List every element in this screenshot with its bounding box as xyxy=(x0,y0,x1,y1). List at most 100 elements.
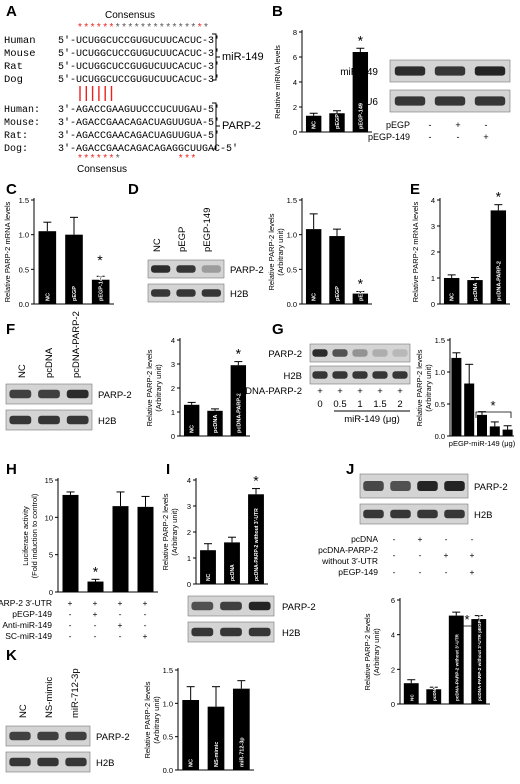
consensus-star: * xyxy=(103,22,107,33)
blot-band xyxy=(9,415,32,425)
significance-bracket xyxy=(475,411,512,418)
y-tick-label: 1 xyxy=(431,274,435,283)
panel-j: J PARP-2 H2B pcDNA - + - - pcDNA-PARP-2 - - + + witho… xyxy=(318,461,508,632)
blot-band xyxy=(220,627,242,637)
y-tick-label: 2 xyxy=(293,103,297,112)
condition-name: PARP-2 3′-UTR xyxy=(0,598,52,608)
consensus-star: * xyxy=(91,22,95,33)
consensus-star: * xyxy=(141,22,145,33)
blot-band xyxy=(151,289,171,297)
consensus-star: * xyxy=(110,22,114,33)
y-tick-label: 1.5 xyxy=(163,666,173,675)
condition-mark: - xyxy=(144,620,147,630)
condition-name: SC-miR-149 xyxy=(5,631,52,641)
bar xyxy=(329,236,345,304)
blot-label: PARP-2 xyxy=(98,390,132,401)
panel-j-chart: 0 2 4 6 Relative PARP-2 levels (Arbitrary uni… xyxy=(363,596,490,709)
y-tick-label: 3 xyxy=(187,502,191,511)
y-axis-label: Relative PARP-2 levels xyxy=(161,493,170,570)
condition-mark: + xyxy=(357,386,363,397)
blot-label: H2B xyxy=(284,371,302,382)
condition-name: pcDNA xyxy=(351,534,378,544)
blot-band xyxy=(201,265,221,273)
blot-band xyxy=(474,96,506,106)
condition-name: pEGP-149 xyxy=(338,567,378,577)
blot-label: PARP-2 xyxy=(282,602,316,613)
condition-mark: + xyxy=(118,620,123,630)
condition-mark: + xyxy=(397,386,403,397)
condition-name: pcDNA-PARP-2 xyxy=(235,386,302,397)
condition-mark: - xyxy=(69,631,72,641)
y-axis-label: Relative PARP-2 levels xyxy=(143,681,152,758)
x-axis-label: pEGP-miR-149 (μg) xyxy=(449,439,516,448)
condition-mark: + xyxy=(483,132,488,142)
panel-letter: I xyxy=(166,461,170,478)
blot-band xyxy=(392,349,408,357)
consensus-star: * xyxy=(191,153,195,164)
consensus-star: * xyxy=(154,22,158,33)
y-tick-label: 1.0 xyxy=(435,368,445,377)
bar xyxy=(502,429,513,436)
consensus-star: * xyxy=(166,22,170,33)
blot-band xyxy=(394,96,426,106)
blot-band xyxy=(444,480,465,492)
blot-label: PARP-2 xyxy=(268,349,302,360)
target-label: PARP-2 xyxy=(222,120,261,132)
condition-name: pEGP-149 xyxy=(368,132,410,142)
bar-label: NC xyxy=(190,425,196,433)
bar xyxy=(248,494,264,584)
bar xyxy=(329,113,345,132)
consensus-star: * xyxy=(128,22,132,33)
bar-label: pEGP xyxy=(72,286,78,301)
bar-label: pcDNA-PARP-2 without 3′-UTR xyxy=(254,508,260,581)
bar xyxy=(464,383,475,436)
condition-mark: - xyxy=(69,609,72,619)
panel-g: G PARP-2 H2B pcDNA-PARP-2 + + + + +0 0.5 1 1.5 2 miR-… xyxy=(235,321,516,448)
y-tick-label: 0 xyxy=(391,700,395,709)
significance-star: * xyxy=(358,32,364,48)
consensus-star: * xyxy=(78,153,82,164)
lane-label: NC xyxy=(17,364,28,378)
y-tick-label: 4 xyxy=(293,78,297,87)
y-tick-label: 6 xyxy=(391,596,395,605)
bar-label: pEGP-149 xyxy=(358,275,364,301)
bar xyxy=(137,506,154,592)
y-axis-label-2: (Arbitrary unit) xyxy=(276,228,285,276)
blot-label: H2B xyxy=(96,758,114,769)
y-axis-label-2: (Fold induction to control) xyxy=(30,493,39,578)
target-sequence: 3′-AGACCGAAGUUCCCUCUUGAU-5′ xyxy=(58,104,220,116)
panel-letter: D xyxy=(128,181,139,198)
bar xyxy=(451,357,462,436)
y-tick-label: 2 xyxy=(431,248,435,257)
condition-mark: - xyxy=(445,567,448,577)
bar-label: NC xyxy=(206,573,212,581)
y-axis-label: Relative PARP-2 levels xyxy=(145,349,154,426)
bar xyxy=(305,229,322,304)
blot-band xyxy=(9,731,31,741)
y-tick-label: 0.0 xyxy=(287,300,297,309)
blot-band xyxy=(37,757,59,767)
consensus-star: * xyxy=(110,153,114,164)
panel-k: K NC NS-mimic miR-712-3p PARP-2 H2B xyxy=(5,647,130,773)
blot-band xyxy=(474,66,506,76)
condition-mark: + xyxy=(377,386,383,397)
condition-mark: - xyxy=(445,534,448,544)
y-tick-label: 0.5 xyxy=(435,400,445,409)
bar xyxy=(426,689,442,704)
bar-label: pcDNA xyxy=(213,415,219,433)
consensus-star: * xyxy=(147,22,151,33)
y-tick-label: 0.0 xyxy=(19,300,29,309)
condition-name: pcDNA-PARP-2 xyxy=(318,545,378,555)
target-sequence: 3′-AGACCGAACAGACUAGUUGUA-5′ xyxy=(58,117,220,129)
blot-band xyxy=(372,371,388,379)
blot-band xyxy=(363,509,384,519)
panel-letter: C xyxy=(6,181,17,198)
panel-e: E xyxy=(410,181,420,198)
lane-label: miR-712-3p xyxy=(70,668,81,718)
y-axis-label-2: (Arbitrary unit) xyxy=(372,628,381,676)
y-tick-label: 1.0 xyxy=(163,699,173,708)
condition-mark: - xyxy=(429,132,432,142)
blot-h2b xyxy=(359,503,469,525)
